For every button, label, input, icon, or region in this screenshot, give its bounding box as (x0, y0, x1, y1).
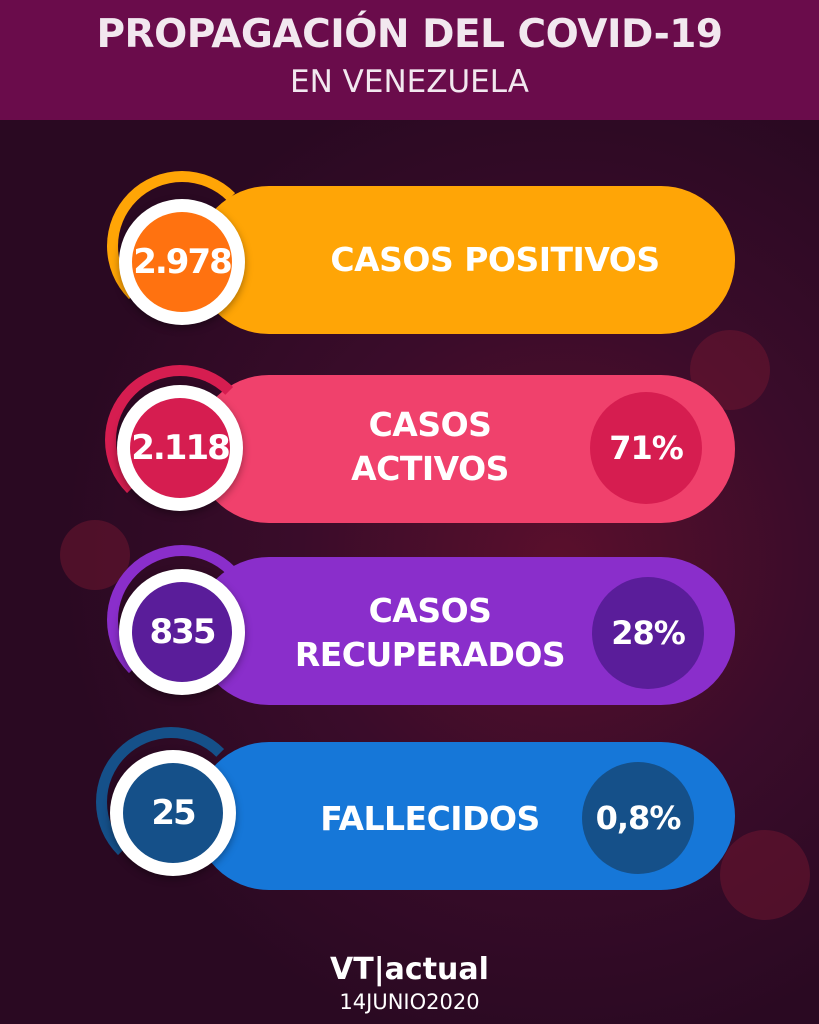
percent-circle: 0,8% (582, 762, 694, 874)
stat-label-line2: RECUPERADOS (294, 635, 566, 674)
page-subtitle: EN VENEZUELA (290, 64, 529, 100)
date-label: 14JUNIO2020 (339, 990, 480, 1014)
value-text: 25 (123, 763, 223, 863)
stat-label: FALLECIDOS (320, 799, 540, 838)
value-circle: 25 (110, 750, 236, 876)
value-text: 835 (132, 582, 232, 682)
page-title: PROPAGACIÓN DEL COVID-19 (96, 12, 723, 57)
value-circle: 2.978 (119, 199, 245, 325)
percent-circle: 28% (592, 577, 704, 689)
progress-arc (107, 545, 257, 695)
header-banner: PROPAGACIÓN DEL COVID-19 EN VENEZUELA (0, 0, 819, 120)
percent-circle: 71% (590, 392, 702, 504)
progress-arc (96, 727, 246, 877)
stat-label: CASOS POSITIVOS (330, 240, 660, 279)
vt-actual-logo: VT|actual (330, 952, 489, 987)
value-text: 2.118 (130, 398, 231, 498)
value-circle: 2.118 (117, 385, 243, 511)
stat-label-line1: CASOS (368, 591, 492, 630)
progress-arc (107, 171, 257, 321)
value-circle: 835 (119, 569, 245, 695)
stat-label-line1: CASOS (368, 405, 492, 444)
stat-label: CASOS ACTIVOS (300, 403, 560, 491)
progress-arc (105, 365, 255, 515)
virus-decoration (720, 830, 810, 920)
stat-label-line2: ACTIVOS (351, 449, 509, 488)
stat-label: CASOS RECUPERADOS (265, 589, 595, 677)
label-pill (195, 186, 735, 334)
value-text: 2.978 (132, 212, 233, 312)
